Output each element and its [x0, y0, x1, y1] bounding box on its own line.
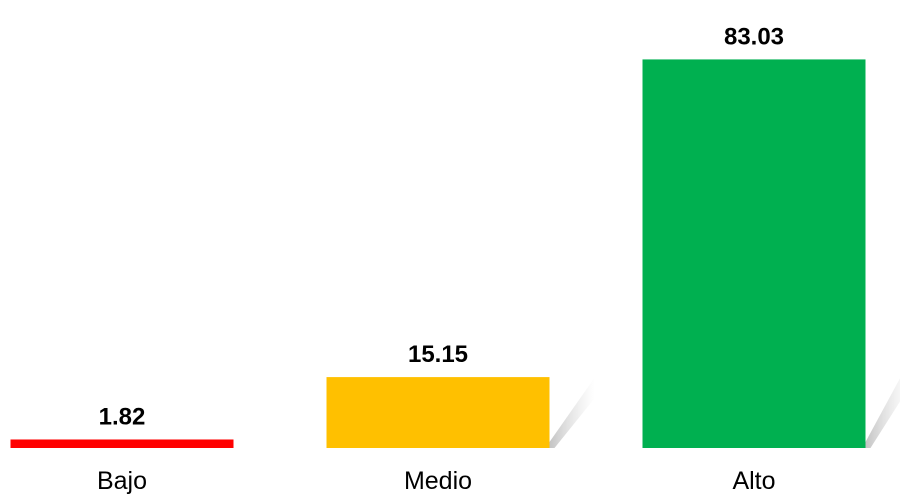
bar-bajo [10, 439, 234, 448]
value-label-bajo: 1.82 [99, 403, 146, 430]
value-label-alto: 83.03 [724, 23, 784, 50]
category-label-bajo: Bajo [97, 467, 147, 495]
bar-shadows [549, 377, 900, 448]
bar-alto [642, 59, 866, 448]
value-labels: 1.82 15.15 83.03 [99, 23, 784, 430]
bar-medio [326, 377, 550, 448]
bar-shadow-alto [865, 378, 900, 448]
category-labels: Bajo Medio Alto [97, 467, 776, 495]
value-label-medio: 15.15 [408, 341, 468, 368]
bars [10, 59, 866, 448]
category-label-alto: Alto [732, 467, 775, 495]
bar-shadow-medio [549, 377, 595, 448]
category-label-medio: Medio [404, 467, 472, 495]
